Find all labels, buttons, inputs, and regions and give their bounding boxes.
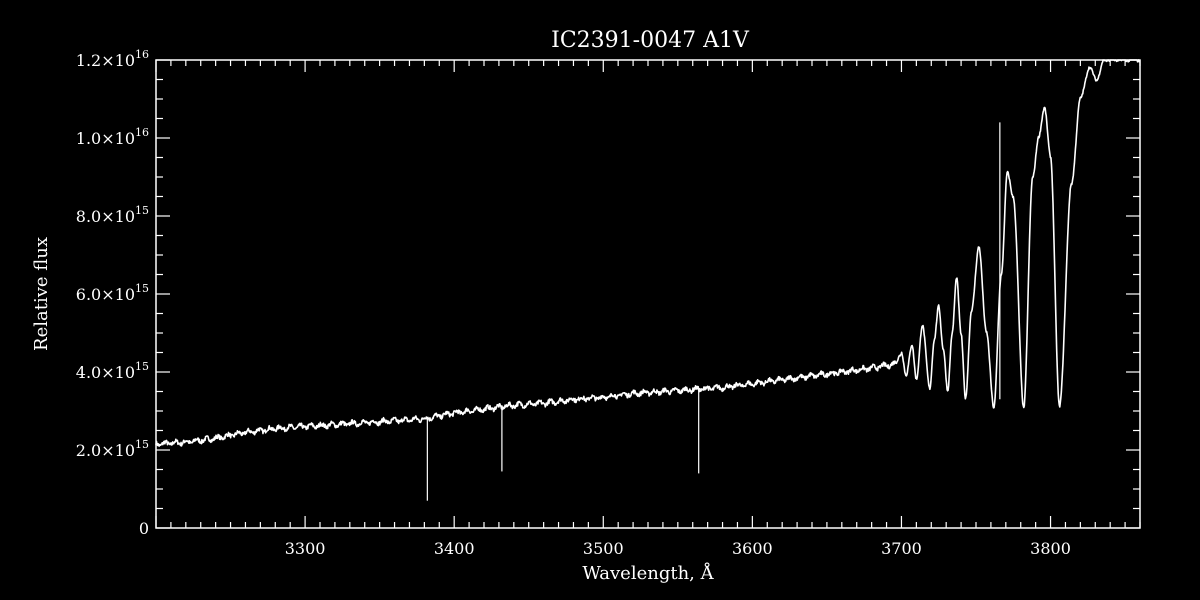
y-tick-label: 6.0×1015 [76, 282, 149, 304]
x-tick-label: 3800 [1030, 539, 1071, 558]
x-tick-label: 3400 [434, 539, 475, 558]
y-tick-mantissa: 1.0×10 [76, 129, 135, 148]
y-tick-exponent: 15 [135, 360, 149, 373]
y-tick-mantissa: 1.2×10 [76, 51, 135, 70]
y-axis: 02.0×10154.0×10156.0×10158.0×10151.0×101… [76, 48, 1140, 538]
y-tick-label: 4.0×1015 [76, 360, 149, 382]
spectrum-line [155, 59, 1141, 447]
y-tick-mantissa: 8.0×10 [76, 207, 135, 226]
y-tick-label: 8.0×1015 [76, 204, 149, 226]
y-tick-label: 1.0×1016 [76, 126, 149, 148]
x-axis: 3300 3400 3500 3600 3700 3800 [155, 60, 1141, 558]
y-tick-exponent: 15 [135, 438, 149, 451]
y-tick-label: 1.2×1016 [76, 48, 149, 70]
y-tick-mantissa: 0 [139, 519, 149, 538]
x-axis-label: Wavelength, Å [582, 562, 714, 584]
y-tick-exponent: 16 [135, 48, 149, 61]
y-tick-mantissa: 4.0×10 [76, 363, 135, 382]
y-tick-exponent: 15 [135, 282, 149, 295]
y-tick-mantissa: 2.0×10 [76, 441, 135, 460]
y-tick-exponent: 16 [135, 126, 149, 139]
y-tick-label: 0 [139, 519, 149, 538]
x-tick-label: 3600 [732, 539, 773, 558]
y-tick-label: 2.0×1015 [76, 438, 149, 460]
x-tick-label: 3700 [881, 539, 922, 558]
y-axis-label: Relative flux [31, 237, 52, 351]
emission-spikes [426, 122, 1001, 501]
y-tick-exponent: 15 [135, 204, 149, 217]
y-tick-mantissa: 6.0×10 [76, 285, 135, 304]
chart-title: IC2391-0047 A1V [551, 28, 750, 53]
x-tick-label: 3300 [285, 539, 326, 558]
x-tick-label: 3500 [583, 539, 624, 558]
